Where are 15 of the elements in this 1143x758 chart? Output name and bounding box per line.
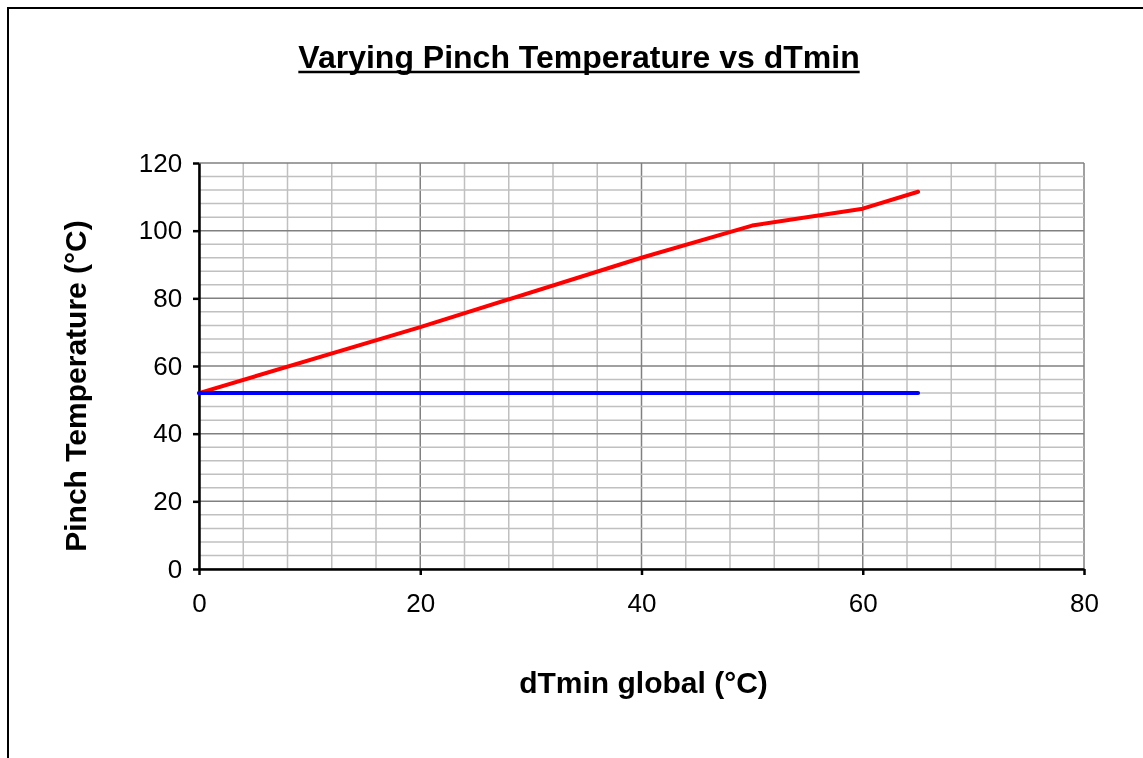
x-tick-label: 20 [406, 587, 436, 618]
y-tick-label: 80 [153, 283, 183, 314]
x-axis-title: dTmin global (°C) [519, 666, 768, 699]
x-tick-label: 0 [192, 587, 207, 618]
x-tick-label: 40 [627, 587, 657, 618]
y-tick-label: 60 [153, 350, 183, 381]
y-tick-label: 20 [153, 486, 183, 517]
x-tick-label: 80 [1070, 587, 1099, 618]
y-tick-label: 100 [138, 215, 183, 246]
y-tick-label: 120 [138, 147, 183, 178]
y-tick-label: 0 [167, 553, 183, 584]
chart-title: Varying Pinch Temperature vs dTmin [298, 39, 860, 75]
y-tick-label: 40 [153, 418, 183, 449]
y-axis-title: Pinch Temperature (°C) [59, 220, 92, 552]
x-tick-label: 60 [848, 587, 878, 618]
